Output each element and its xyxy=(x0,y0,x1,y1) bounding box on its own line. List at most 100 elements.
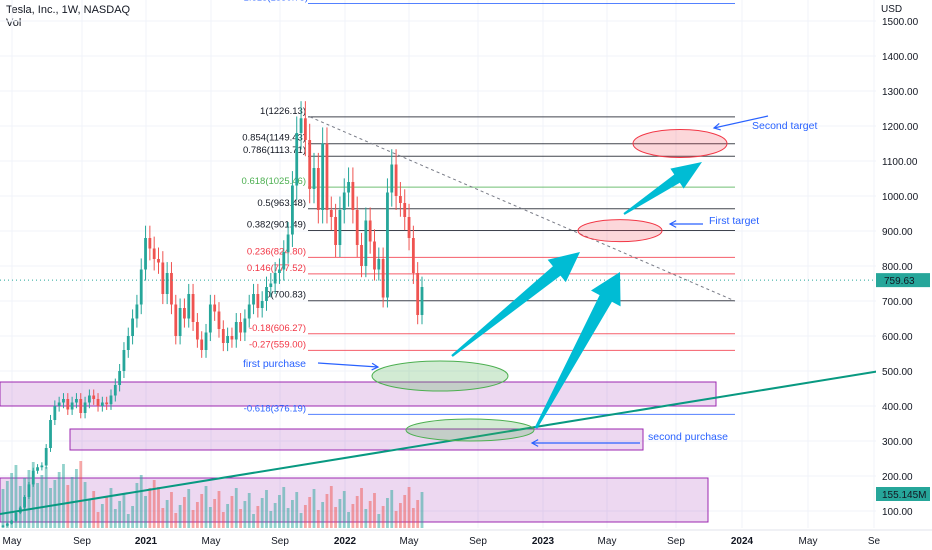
volume-bar xyxy=(295,492,299,528)
second-target-pointer xyxy=(713,115,769,129)
volume-bar xyxy=(299,513,303,528)
volume-bar xyxy=(66,485,70,528)
x-axis-tick: 2023 xyxy=(532,536,555,547)
candle-body xyxy=(321,143,325,210)
candle-body xyxy=(394,164,398,196)
candle-body xyxy=(14,512,18,521)
volume-bar xyxy=(338,499,342,528)
candle-body xyxy=(221,329,225,343)
candle-body xyxy=(144,238,147,270)
candle-body xyxy=(131,318,134,336)
volume-bar xyxy=(44,467,48,528)
candle-body xyxy=(122,350,126,371)
fib-level-label: 0.854(1149.43) xyxy=(242,133,306,144)
x-axis-tick: Sep xyxy=(469,536,487,547)
volume-bar xyxy=(195,502,199,528)
x-axis-tick: May xyxy=(400,536,419,547)
candle-body xyxy=(338,210,342,245)
volume-bar xyxy=(53,480,57,528)
volume-bar xyxy=(100,504,104,528)
candle-body xyxy=(364,220,368,266)
candle-body xyxy=(291,185,294,235)
x-axis-tick: 2021 xyxy=(135,536,158,547)
x-axis-panel xyxy=(0,530,932,550)
candle-body xyxy=(204,332,208,350)
candle-body xyxy=(139,269,143,305)
candle-body xyxy=(178,308,182,336)
candle-body xyxy=(239,322,242,333)
volume-bar xyxy=(342,491,346,528)
candle-body xyxy=(403,203,407,217)
candle-body xyxy=(312,168,316,189)
volume-bar xyxy=(334,507,338,528)
arrow-to-first-target xyxy=(451,252,580,357)
candle-body xyxy=(195,322,199,340)
fib-level-label: 0.236(824.80) xyxy=(247,246,306,257)
candle-body xyxy=(44,448,48,466)
y-axis-tick: 200.00 xyxy=(882,472,913,483)
volume-bar xyxy=(126,514,130,528)
y-axis-tick: 300.00 xyxy=(882,437,913,448)
first-target-ellipse xyxy=(577,219,663,243)
volume-bar xyxy=(390,490,394,528)
candle-body xyxy=(334,217,338,245)
candle-body xyxy=(416,273,420,315)
candle-body xyxy=(49,420,52,448)
candle-body xyxy=(360,245,363,266)
x-axis-tick: Se xyxy=(868,536,881,547)
volume-bar xyxy=(131,506,134,528)
volume-bar xyxy=(252,514,255,528)
volume-bar xyxy=(291,500,294,528)
candle-body xyxy=(92,395,96,399)
candle-body xyxy=(278,269,281,273)
y-axis-tick: 1400.00 xyxy=(882,52,919,63)
volume-bar xyxy=(27,470,31,528)
first-target-pointer-head xyxy=(668,220,677,228)
volume-value: 155.145M xyxy=(882,490,926,501)
candle-body xyxy=(377,259,381,270)
volume-bar xyxy=(360,488,363,528)
candle-body xyxy=(113,385,117,396)
candle-body xyxy=(1,525,5,527)
volume-bar xyxy=(364,509,368,528)
first-purchase-ellipse xyxy=(371,360,509,392)
volume-bar xyxy=(10,473,14,528)
volume-bar xyxy=(273,503,277,528)
volume-bar xyxy=(256,506,260,528)
volume-bar xyxy=(355,496,359,528)
candle-body xyxy=(200,339,204,350)
candle-body xyxy=(386,192,389,298)
candle-body xyxy=(234,322,238,340)
candle-body xyxy=(260,301,264,308)
volume-bar xyxy=(373,493,376,528)
candle-body xyxy=(399,196,402,203)
candle-body xyxy=(273,273,277,284)
candle-body xyxy=(31,470,35,485)
candle-body xyxy=(226,336,230,343)
candle-body xyxy=(161,262,165,294)
candle-body xyxy=(87,395,91,403)
volume-bar xyxy=(183,497,186,528)
volume-bar xyxy=(381,506,385,528)
volume-bar xyxy=(265,490,268,528)
volume-bar xyxy=(96,512,100,528)
y-axis-tick: 1500.00 xyxy=(882,17,919,28)
y-axis-tick: 1000.00 xyxy=(882,192,919,203)
volume-bar xyxy=(282,487,286,528)
candle-body xyxy=(165,273,169,294)
volume-bar xyxy=(157,487,160,528)
volume-bar xyxy=(92,491,96,528)
candle-body xyxy=(351,182,355,210)
x-axis-tick: May xyxy=(799,536,818,547)
y-axis-tick: 600.00 xyxy=(882,332,913,343)
x-axis-tick: Sep xyxy=(271,536,289,547)
candle-body xyxy=(75,399,78,403)
candle-body xyxy=(230,336,234,340)
volume-bar xyxy=(286,508,290,528)
x-axis-tick: Sep xyxy=(667,536,685,547)
volume-indicator-label[interactable]: Vol xyxy=(6,17,22,29)
candle-body xyxy=(347,182,350,193)
volume-bar xyxy=(1,489,5,528)
volume-bar xyxy=(174,513,178,528)
